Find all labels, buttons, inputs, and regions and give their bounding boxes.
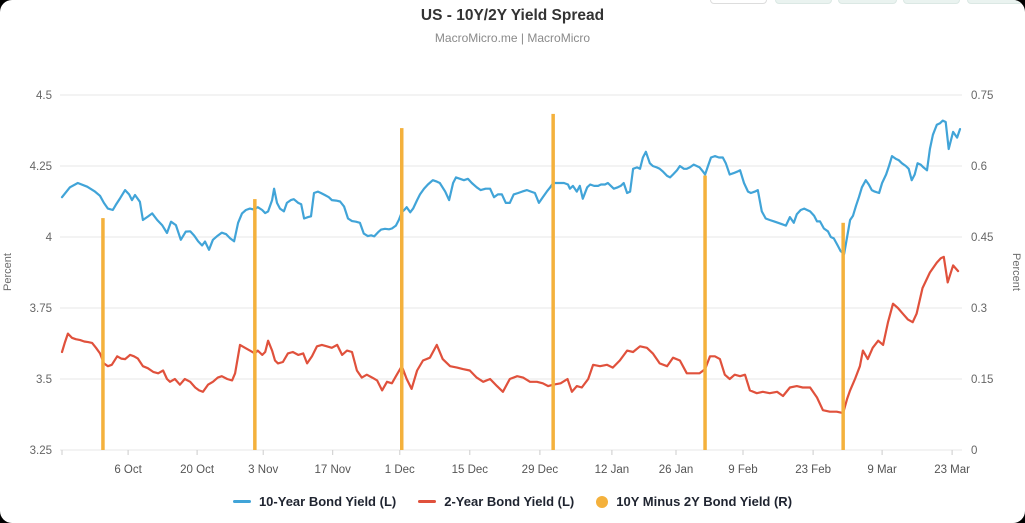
legend-label: 2-Year Bond Yield (L) — [444, 494, 575, 509]
x-axis-tick-label: 9 Feb — [728, 464, 757, 476]
x-axis-tick-label: 17 Nov — [314, 464, 351, 476]
right-axis-tick-label: 0.6 — [971, 161, 987, 173]
spread-bar — [703, 175, 707, 450]
x-axis-tick-label: 15 Dec — [452, 464, 489, 476]
right-axis-tick-label: 0.3 — [971, 303, 987, 315]
left-axis-tick-label: 4.25 — [30, 161, 52, 173]
x-axis-tick-label: 1 Dec — [385, 464, 415, 476]
right-axis-tick-label: 0 — [971, 445, 977, 457]
line-swatch-icon — [232, 500, 251, 503]
spread-bar — [101, 218, 105, 450]
left-axis-tick-label: 4 — [46, 232, 53, 244]
circle-swatch-icon — [596, 495, 609, 508]
legend-label: 10Y Minus 2Y Bond Yield (R) — [616, 494, 793, 509]
left-axis-tick-label: 3.75 — [30, 303, 52, 315]
x-axis-tick-label: 26 Jan — [659, 464, 694, 476]
legend-item-10y-minus-2y[interactable]: 10Y Minus 2Y Bond Yield (R) — [596, 494, 792, 509]
x-axis-tick-label: 20 Oct — [180, 464, 215, 476]
chart-subtitle: MacroMicro.me | MacroMicro — [434, 31, 591, 45]
right-axis-tick-label: 0.45 — [971, 232, 993, 244]
legend-label: 10-Year Bond Yield (L) — [258, 494, 397, 509]
left-axis-tick-label: 3.25 — [30, 445, 52, 457]
spread-bar — [400, 128, 404, 450]
right-axis-tick-label: 0.75 — [971, 90, 993, 102]
x-axis-tick-label: 12 Jan — [595, 464, 630, 476]
x-axis-tick-label: 23 Mar — [934, 464, 970, 476]
left-axis-tick-label: 3.5 — [36, 374, 52, 386]
page-title: US - 10Y/2Y Yield Spread — [420, 7, 605, 24]
legend-item-10y-bond-yield[interactable]: 10-Year Bond Yield (L) — [232, 494, 397, 509]
x-axis-tick-label: 9 Mar — [867, 464, 897, 476]
legend: 10-Year Bond Yield (L) 2-Year Bond Yield… — [0, 494, 1025, 509]
left-axis-tick-label: 4.5 — [36, 90, 52, 102]
x-axis-tick-label: 23 Feb — [795, 464, 831, 476]
right-axis-tick-label: 0.15 — [971, 374, 993, 386]
x-axis-tick-label: 29 Dec — [522, 464, 559, 476]
line-swatch-icon — [418, 500, 437, 503]
series-line — [60, 255, 960, 415]
x-axis-tick-label: 3 Nov — [248, 464, 278, 476]
series-line — [60, 119, 962, 256]
x-axis-tick-label: 6 Oct — [114, 464, 142, 476]
spread-bar — [551, 113, 555, 451]
legend-item-2y-bond-yield[interactable]: 2-Year Bond Yield (L) — [418, 494, 574, 509]
cropped-toolbar — [0, 0, 1025, 5]
spread-bar — [841, 222, 845, 450]
spread-bar — [253, 199, 257, 450]
